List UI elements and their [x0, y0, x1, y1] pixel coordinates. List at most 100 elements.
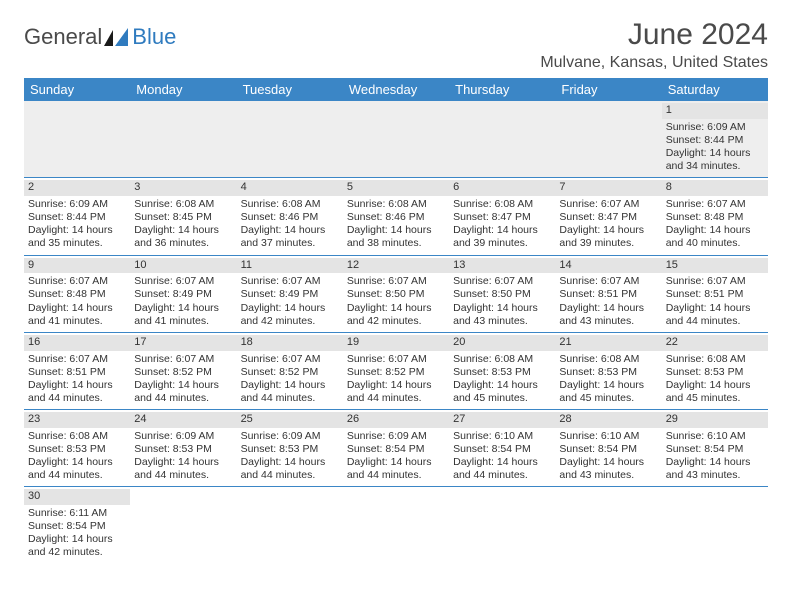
calendar-day-cell — [24, 101, 130, 178]
weekday-header: Monday — [130, 78, 236, 101]
day-number: 13 — [449, 258, 555, 274]
calendar-day-cell: 30Sunrise: 6:11 AMSunset: 8:54 PMDayligh… — [24, 487, 130, 564]
calendar-day-cell: 18Sunrise: 6:07 AMSunset: 8:52 PMDayligh… — [237, 332, 343, 409]
sunrise-text: Sunrise: 6:07 AM — [559, 275, 657, 288]
header: General Blue June 2024 Mulvane, Kansas, … — [24, 18, 768, 72]
day-number: 19 — [343, 335, 449, 351]
daylight-text: Daylight: 14 hours — [241, 456, 339, 469]
sunset-text: Sunset: 8:44 PM — [666, 134, 764, 147]
day-number: 15 — [662, 258, 768, 274]
day-number: 20 — [449, 335, 555, 351]
sunset-text: Sunset: 8:50 PM — [453, 288, 551, 301]
sunset-text: Sunset: 8:52 PM — [241, 366, 339, 379]
sunrise-text: Sunrise: 6:07 AM — [241, 275, 339, 288]
day-number: 8 — [662, 180, 768, 196]
calendar-day-cell: 29Sunrise: 6:10 AMSunset: 8:54 PMDayligh… — [662, 410, 768, 487]
daylight-text: Daylight: 14 hours — [241, 224, 339, 237]
daylight-text: Daylight: 14 hours — [28, 224, 126, 237]
daylight-text: and 44 minutes. — [347, 392, 445, 405]
daylight-text: and 45 minutes. — [453, 392, 551, 405]
sunset-text: Sunset: 8:54 PM — [453, 443, 551, 456]
day-number: 9 — [24, 258, 130, 274]
day-number: 28 — [555, 412, 661, 428]
sunrise-text: Sunrise: 6:08 AM — [559, 353, 657, 366]
sunrise-text: Sunrise: 6:10 AM — [666, 430, 764, 443]
daylight-text: and 42 minutes. — [28, 546, 126, 559]
daylight-text: Daylight: 14 hours — [28, 456, 126, 469]
sunrise-text: Sunrise: 6:09 AM — [347, 430, 445, 443]
calendar-day-cell — [449, 487, 555, 564]
calendar-day-cell: 12Sunrise: 6:07 AMSunset: 8:50 PMDayligh… — [343, 255, 449, 332]
sunrise-text: Sunrise: 6:08 AM — [134, 198, 232, 211]
calendar-day-cell: 1Sunrise: 6:09 AMSunset: 8:44 PMDaylight… — [662, 101, 768, 178]
sunrise-text: Sunrise: 6:07 AM — [666, 275, 764, 288]
calendar-day-cell: 7Sunrise: 6:07 AMSunset: 8:47 PMDaylight… — [555, 178, 661, 255]
daylight-text: and 44 minutes. — [241, 392, 339, 405]
calendar-day-cell: 3Sunrise: 6:08 AMSunset: 8:45 PMDaylight… — [130, 178, 236, 255]
daylight-text: and 34 minutes. — [666, 160, 764, 173]
daylight-text: and 43 minutes. — [666, 469, 764, 482]
daylight-text: Daylight: 14 hours — [559, 379, 657, 392]
calendar-day-cell: 28Sunrise: 6:10 AMSunset: 8:54 PMDayligh… — [555, 410, 661, 487]
sunset-text: Sunset: 8:49 PM — [241, 288, 339, 301]
day-number: 18 — [237, 335, 343, 351]
daylight-text: and 45 minutes. — [559, 392, 657, 405]
sunset-text: Sunset: 8:48 PM — [666, 211, 764, 224]
sunset-text: Sunset: 8:50 PM — [347, 288, 445, 301]
sunrise-text: Sunrise: 6:08 AM — [347, 198, 445, 211]
sunset-text: Sunset: 8:46 PM — [347, 211, 445, 224]
sunrise-text: Sunrise: 6:07 AM — [666, 198, 764, 211]
daylight-text: and 42 minutes. — [347, 315, 445, 328]
day-number: 5 — [343, 180, 449, 196]
calendar-day-cell: 14Sunrise: 6:07 AMSunset: 8:51 PMDayligh… — [555, 255, 661, 332]
sunset-text: Sunset: 8:46 PM — [241, 211, 339, 224]
sunrise-text: Sunrise: 6:10 AM — [453, 430, 551, 443]
sunset-text: Sunset: 8:51 PM — [666, 288, 764, 301]
calendar-day-cell: 4Sunrise: 6:08 AMSunset: 8:46 PMDaylight… — [237, 178, 343, 255]
daylight-text: and 35 minutes. — [28, 237, 126, 250]
calendar-day-cell — [343, 487, 449, 564]
sunset-text: Sunset: 8:52 PM — [134, 366, 232, 379]
sunset-text: Sunset: 8:53 PM — [241, 443, 339, 456]
calendar-day-cell: 5 Sunrise: 6:08 AMSunset: 8:46 PMDaylight… — [343, 178, 449, 255]
daylight-text: and 44 minutes. — [241, 469, 339, 482]
day-number: 22 — [662, 335, 768, 351]
daylight-text: Daylight: 14 hours — [453, 379, 551, 392]
sunset-text: Sunset: 8:49 PM — [134, 288, 232, 301]
sunset-text: Sunset: 8:53 PM — [559, 366, 657, 379]
sunset-text: Sunset: 8:47 PM — [453, 211, 551, 224]
day-number: 23 — [24, 412, 130, 428]
calendar-head: Sunday Monday Tuesday Wednesday Thursday… — [24, 78, 768, 101]
sunset-text: Sunset: 8:45 PM — [134, 211, 232, 224]
sunset-text: Sunset: 8:48 PM — [28, 288, 126, 301]
calendar-day-cell: 26Sunrise: 6:09 AMSunset: 8:54 PMDayligh… — [343, 410, 449, 487]
daylight-text: Daylight: 14 hours — [453, 456, 551, 469]
sunset-text: Sunset: 8:44 PM — [28, 211, 126, 224]
daylight-text: and 45 minutes. — [666, 392, 764, 405]
calendar-table: Sunday Monday Tuesday Wednesday Thursday… — [24, 78, 768, 564]
day-number: 24 — [130, 412, 236, 428]
sunrise-text: Sunrise: 6:09 AM — [666, 121, 764, 134]
daylight-text: and 43 minutes. — [559, 315, 657, 328]
sunset-text: Sunset: 8:54 PM — [28, 520, 126, 533]
calendar-day-cell — [343, 101, 449, 178]
logo: General Blue — [24, 24, 176, 50]
calendar-day-cell: 21 Sunrise: 6:08 AMSunset: 8:53 PMDayligh… — [555, 332, 661, 409]
weekday-header: Friday — [555, 78, 661, 101]
day-number: 30 — [24, 489, 130, 505]
daylight-text: and 41 minutes. — [28, 315, 126, 328]
sunset-text: Sunset: 8:47 PM — [559, 211, 657, 224]
calendar-week-row: 30Sunrise: 6:11 AMSunset: 8:54 PMDayligh… — [24, 487, 768, 564]
calendar-day-cell: 16Sunrise: 6:07 AMSunset: 8:51 PMDayligh… — [24, 332, 130, 409]
sunrise-text: Sunrise: 6:08 AM — [453, 353, 551, 366]
day-number: 2 — [24, 180, 130, 196]
calendar-day-cell: 11Sunrise: 6:07 AMSunset: 8:49 PMDayligh… — [237, 255, 343, 332]
daylight-text: Daylight: 14 hours — [28, 379, 126, 392]
calendar-day-cell — [130, 101, 236, 178]
daylight-text: and 40 minutes. — [666, 237, 764, 250]
daylight-text: Daylight: 14 hours — [347, 224, 445, 237]
day-number: 14 — [555, 258, 661, 274]
day-number: 21 — [555, 335, 661, 351]
daylight-text: Daylight: 14 hours — [559, 302, 657, 315]
calendar-day-cell — [555, 487, 661, 564]
